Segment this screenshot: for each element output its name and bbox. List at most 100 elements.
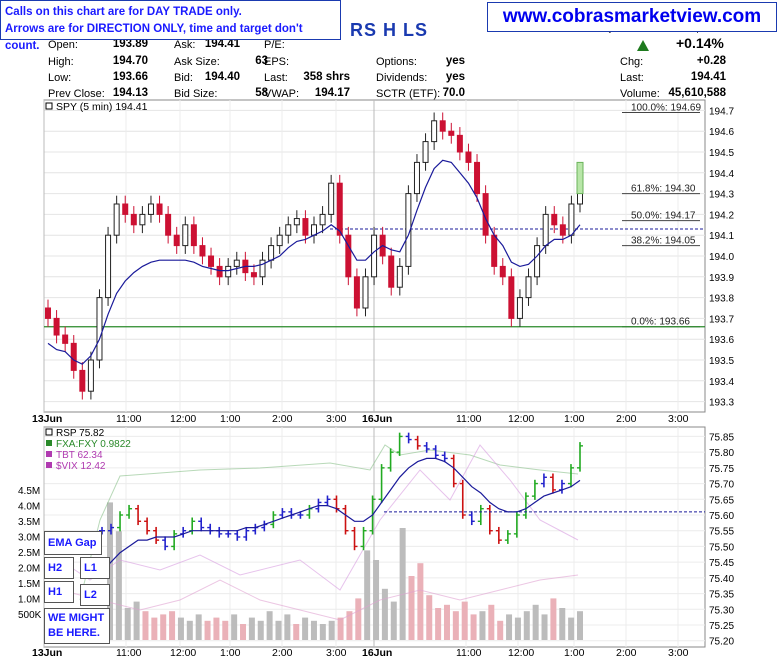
last-candle-highlight <box>576 161 584 195</box>
price-candle-body <box>96 297 103 361</box>
volume-bar <box>452 611 459 640</box>
price-candle-body <box>182 224 189 247</box>
volume-y-tick: 500K <box>18 610 42 621</box>
note-badge: WE MIGHT BE HERE. <box>44 608 110 644</box>
rsp-legend-swatch <box>45 428 53 436</box>
prev-close-value: 194.13 <box>112 87 148 99</box>
volume-bar <box>488 604 495 640</box>
volume-bar <box>470 614 477 640</box>
site-url-banner[interactable]: www.cobrasmarketview.com <box>487 2 777 32</box>
eps-label: EPS: <box>264 56 290 68</box>
ask-size-value: 63 <box>255 55 268 67</box>
last2-value: 194.41 <box>690 71 726 83</box>
price-x-tick: 12:00 <box>508 413 534 425</box>
price-candle-body <box>456 134 463 153</box>
rsp-x-tick: 12:00 <box>170 647 196 659</box>
price-candle-body <box>353 276 360 309</box>
price-candle-body <box>371 234 378 278</box>
fib-level-label: 61.8%: 194.30 <box>631 184 696 195</box>
volume-y-tick: 3.0M <box>18 533 40 544</box>
price-candle-body <box>62 334 69 344</box>
price-candle-body <box>319 213 326 226</box>
volume-bar <box>568 617 575 640</box>
price-y-tick: 194.0 <box>709 252 734 263</box>
rsp-y-tick: 75.40 <box>709 574 734 585</box>
dividends-label: Dividends: <box>376 72 428 84</box>
tbt-line <box>59 444 579 591</box>
price-candle-body <box>431 120 438 143</box>
rsp-x-tick: 11:00 <box>456 647 482 659</box>
last-label: Last: <box>264 72 288 84</box>
price-candle-body <box>551 213 558 226</box>
price-y-tick: 193.7 <box>709 314 734 325</box>
last-shares-value: 358 shrs <box>303 71 350 83</box>
volume-bar <box>506 614 513 640</box>
price-x-tick: 16Jun <box>362 413 392 425</box>
volume-bar <box>151 617 158 640</box>
volume-bar <box>133 601 140 640</box>
volume-bar <box>186 620 193 640</box>
volume-bar <box>275 620 282 640</box>
vwap-label: VWAP: <box>264 88 300 100</box>
volume-bar <box>523 611 530 640</box>
rsp-x-tick: 11:00 <box>116 647 142 659</box>
price-candle-body <box>173 234 180 247</box>
volume-bar <box>337 617 344 640</box>
ask-value: 194.41 <box>204 38 240 50</box>
price-candle-body <box>208 255 215 267</box>
rsp-x-tick: 13Jun <box>32 647 62 659</box>
price-candle-body <box>302 218 309 236</box>
bid-size-label: Bid Size: <box>174 88 218 100</box>
price-candle-body <box>508 276 515 319</box>
volume-bar <box>328 620 335 640</box>
rsp-y-tick: 75.70 <box>709 480 734 491</box>
price-candle-body <box>276 234 283 247</box>
price-candle-body <box>568 203 575 236</box>
price-ema-line <box>47 159 581 365</box>
rsp-legend-item: $VIX 12.42 <box>56 461 106 472</box>
volume-label: Volume: <box>620 88 660 100</box>
volume-bar <box>142 611 149 640</box>
volume-y-tick: 4.0M <box>18 502 40 513</box>
price-y-tick: 193.3 <box>709 398 734 409</box>
rsp-y-tick: 75.75 <box>709 464 734 475</box>
price-candle-body <box>190 224 197 247</box>
volume-y-tick: 4.5M <box>18 486 40 497</box>
change-label: Chg: <box>620 56 644 68</box>
bid-size-value: 58 <box>255 87 268 99</box>
volume-bar <box>435 608 442 640</box>
price-candle-body <box>388 255 395 288</box>
volume-bar <box>390 601 397 640</box>
l2-badge: L2 <box>80 584 110 606</box>
price-y-tick: 193.5 <box>709 356 734 367</box>
rsp-x-tick: 16Jun <box>362 647 392 659</box>
rsp-y-tick: 75.45 <box>709 558 734 569</box>
price-candle-body <box>534 245 541 278</box>
volume-y-tick: 2.5M <box>18 548 40 559</box>
volume-bar <box>559 608 566 640</box>
price-y-tick: 193.4 <box>709 377 734 388</box>
volume-bar <box>248 617 255 640</box>
price-candle-body <box>311 224 317 236</box>
volume-bar <box>514 617 521 640</box>
rsp-x-tick: 3:00 <box>326 647 347 659</box>
ask-size-label: Ask Size: <box>174 56 220 68</box>
price-candle-body <box>328 182 335 215</box>
l1-badge: L1 <box>80 557 110 579</box>
volume-bar <box>381 588 388 640</box>
price-candle-body <box>87 359 94 392</box>
price-candle-body <box>79 369 86 392</box>
fib-level-label: 50.0%: 194.17 <box>631 211 696 222</box>
volume-bar <box>461 601 468 640</box>
price-y-tick: 194.5 <box>709 148 734 159</box>
rsp-y-tick: 75.55 <box>709 527 734 538</box>
price-candle-body <box>422 141 429 163</box>
price-x-tick: 1:00 <box>220 413 241 425</box>
volume-bar <box>213 617 220 640</box>
h1-badge: H1 <box>44 581 74 603</box>
volume-bar <box>550 598 557 640</box>
price-candle-body <box>268 245 275 261</box>
price-x-tick: 13Jun <box>32 413 62 425</box>
options-value: yes <box>445 55 465 67</box>
price-candle-body <box>233 259 240 267</box>
